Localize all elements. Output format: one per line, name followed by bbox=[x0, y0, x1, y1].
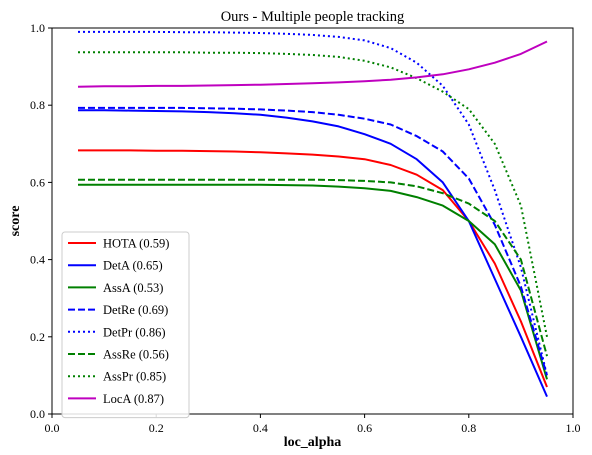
legend-label: DetA (0.65) bbox=[103, 259, 163, 273]
y-axis-label: score bbox=[8, 206, 23, 237]
y-tick-label: 0.0 bbox=[30, 407, 45, 421]
legend-label: AssRe (0.56) bbox=[103, 348, 169, 362]
x-tick-label: 0.0 bbox=[45, 421, 60, 435]
x-tick-label: 0.8 bbox=[461, 421, 476, 435]
legend-label: LocA (0.87) bbox=[103, 392, 164, 406]
series-line-4 bbox=[78, 30, 548, 376]
series-line-7 bbox=[77, 40, 548, 88]
y-tick-label: 0.2 bbox=[30, 330, 45, 344]
x-tick-label: 0.4 bbox=[253, 421, 268, 435]
legend-label: AssA (0.53) bbox=[103, 281, 163, 295]
x-tick-label: 1.0 bbox=[566, 421, 581, 435]
y-axis-ticks: 0.0 0.2 0.4 0.6 0.8 1.0 bbox=[30, 21, 52, 421]
x-tick-label: 0.2 bbox=[149, 421, 164, 435]
legend: HOTA (0.59) DetA (0.65) AssA (0.53) DetRe (… bbox=[61, 231, 190, 419]
y-tick-label: 0.8 bbox=[30, 98, 45, 112]
series-line-2 bbox=[78, 183, 548, 380]
y-tick-label: 0.6 bbox=[30, 175, 45, 189]
plot-lines bbox=[77, 30, 548, 398]
plot-frame bbox=[51, 27, 574, 415]
legend-label: DetRe (0.69) bbox=[103, 303, 168, 317]
y-tick-label: 0.4 bbox=[30, 253, 45, 267]
x-axis-ticks: 0.0 0.2 0.4 0.6 0.8 1.0 bbox=[45, 414, 581, 435]
chart-title: Ours - Multiple people tracking bbox=[221, 9, 405, 25]
series-line-3 bbox=[78, 106, 548, 376]
series-line-5 bbox=[78, 178, 548, 357]
legend-label: DetPr (0.86) bbox=[103, 325, 166, 339]
legend-label: AssPr (0.85) bbox=[103, 370, 166, 384]
y-tick-label: 1.0 bbox=[30, 21, 45, 35]
x-axis-label: loc_alpha bbox=[284, 435, 342, 450]
legend-box bbox=[61, 231, 190, 419]
x-tick-label: 0.6 bbox=[357, 421, 372, 435]
legend-label: HOTA (0.59) bbox=[103, 237, 169, 251]
